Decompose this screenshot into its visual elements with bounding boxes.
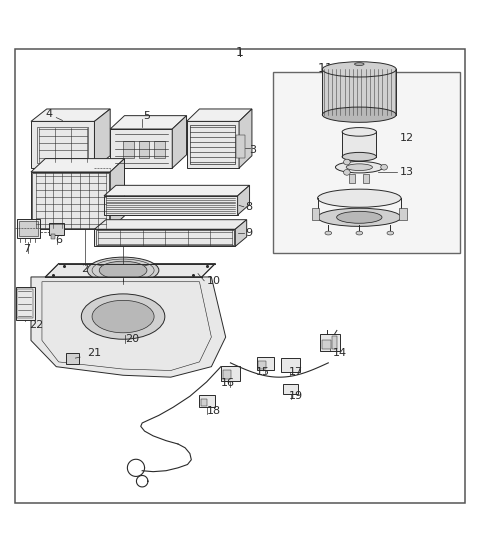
Text: 14: 14 xyxy=(333,348,347,358)
Text: 4: 4 xyxy=(46,109,53,119)
Polygon shape xyxy=(187,109,252,121)
Bar xyxy=(19,221,37,236)
Bar xyxy=(17,289,34,319)
Bar xyxy=(320,334,340,352)
Text: 21: 21 xyxy=(87,348,101,358)
Text: 2: 2 xyxy=(81,264,88,274)
Ellipse shape xyxy=(323,62,396,77)
Bar xyxy=(283,384,298,394)
Text: 9: 9 xyxy=(245,228,252,238)
Bar xyxy=(123,141,133,158)
Ellipse shape xyxy=(325,231,332,235)
Bar xyxy=(96,230,234,246)
Polygon shape xyxy=(45,264,215,277)
Ellipse shape xyxy=(381,164,387,170)
Ellipse shape xyxy=(87,257,159,283)
Bar xyxy=(17,219,39,238)
Text: 18: 18 xyxy=(207,406,221,416)
Polygon shape xyxy=(110,129,172,168)
Polygon shape xyxy=(235,220,247,246)
Text: 5: 5 xyxy=(144,111,150,121)
Bar xyxy=(322,340,331,349)
Text: 7: 7 xyxy=(23,245,30,254)
Bar xyxy=(199,395,215,407)
Polygon shape xyxy=(31,109,110,121)
Ellipse shape xyxy=(318,189,401,208)
Bar xyxy=(66,353,79,364)
Ellipse shape xyxy=(356,231,363,235)
Text: 13: 13 xyxy=(400,167,414,177)
Ellipse shape xyxy=(318,208,401,226)
Bar xyxy=(51,234,55,239)
Polygon shape xyxy=(31,158,124,172)
Ellipse shape xyxy=(342,152,376,161)
Text: 11: 11 xyxy=(318,62,334,75)
Text: 1: 1 xyxy=(236,46,244,59)
Ellipse shape xyxy=(387,231,394,235)
Polygon shape xyxy=(110,116,187,129)
Text: 12: 12 xyxy=(400,132,414,142)
Bar xyxy=(399,208,407,220)
Bar xyxy=(221,366,240,381)
Polygon shape xyxy=(95,109,110,168)
Bar xyxy=(342,132,376,157)
Text: 8: 8 xyxy=(245,202,252,212)
Ellipse shape xyxy=(344,159,350,165)
Text: 16: 16 xyxy=(221,378,235,389)
Bar xyxy=(332,336,337,349)
Bar xyxy=(191,125,235,164)
Polygon shape xyxy=(31,121,95,168)
Polygon shape xyxy=(239,109,252,168)
Bar xyxy=(281,358,300,373)
Polygon shape xyxy=(95,229,235,246)
Bar xyxy=(16,288,35,320)
Bar xyxy=(323,70,396,115)
Ellipse shape xyxy=(81,294,165,339)
Bar xyxy=(258,361,266,369)
Polygon shape xyxy=(172,116,187,168)
Ellipse shape xyxy=(342,128,376,136)
Ellipse shape xyxy=(336,162,383,173)
Polygon shape xyxy=(104,185,250,196)
Bar xyxy=(312,208,319,220)
Ellipse shape xyxy=(346,164,372,171)
Bar xyxy=(33,173,109,228)
Polygon shape xyxy=(95,220,247,229)
Polygon shape xyxy=(187,121,239,168)
Polygon shape xyxy=(238,185,250,215)
Text: 10: 10 xyxy=(206,276,221,286)
Bar xyxy=(154,141,165,158)
Text: 17: 17 xyxy=(289,368,303,378)
Polygon shape xyxy=(104,196,238,215)
Polygon shape xyxy=(110,158,124,229)
Text: 6: 6 xyxy=(55,235,62,245)
Text: 3: 3 xyxy=(250,145,256,155)
Ellipse shape xyxy=(92,300,154,333)
Bar xyxy=(201,399,206,406)
Bar xyxy=(274,72,459,253)
Bar xyxy=(257,357,274,370)
Text: 20: 20 xyxy=(126,334,140,344)
Ellipse shape xyxy=(336,211,382,223)
Bar xyxy=(223,369,231,379)
Polygon shape xyxy=(31,172,110,229)
Bar xyxy=(349,174,355,183)
Text: 22: 22 xyxy=(29,320,43,330)
Bar xyxy=(49,223,64,235)
Text: 19: 19 xyxy=(289,391,303,401)
Bar xyxy=(139,141,149,158)
Ellipse shape xyxy=(344,169,350,175)
Polygon shape xyxy=(31,277,226,377)
Ellipse shape xyxy=(99,261,147,279)
Text: 15: 15 xyxy=(256,368,270,378)
Bar xyxy=(236,135,245,158)
Bar xyxy=(363,174,369,183)
Ellipse shape xyxy=(355,63,364,66)
Ellipse shape xyxy=(323,107,396,123)
